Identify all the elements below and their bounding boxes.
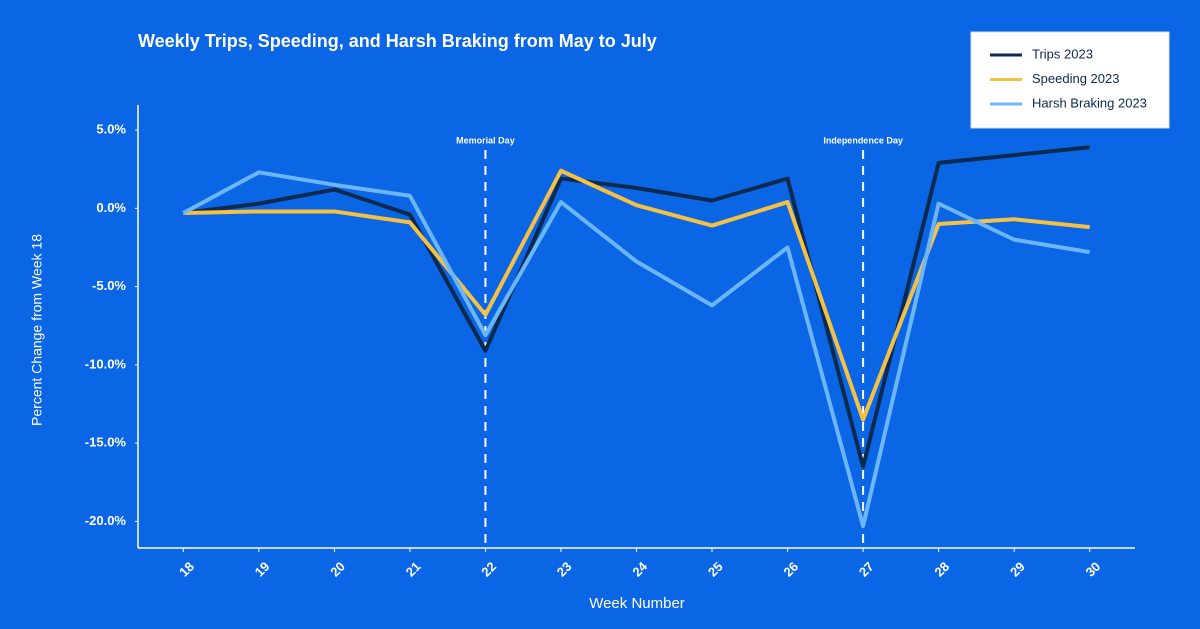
y-axis-label: Percent Change from Week 18 xyxy=(29,234,45,426)
chart-title: Weekly Trips, Speeding, and Harsh Brakin… xyxy=(138,31,657,51)
y-tick-label: 0.0% xyxy=(96,200,126,215)
y-tick-label: -20.0% xyxy=(85,513,127,528)
event-label: Independence Day xyxy=(823,135,903,145)
series-line xyxy=(182,170,1091,529)
series-line xyxy=(183,168,1090,422)
y-tick-label: 5.0% xyxy=(96,121,126,136)
event-label: Memorial Day xyxy=(456,135,515,145)
legend-label: Trips 2023 xyxy=(1032,46,1093,61)
x-axis-label: Week Number xyxy=(589,595,685,612)
series-line xyxy=(183,145,1090,469)
y-tick-label: -15.0% xyxy=(85,435,127,450)
legend-label: Speeding 2023 xyxy=(1032,71,1119,86)
y-tick-label: -5.0% xyxy=(92,278,126,293)
legend-label: Harsh Braking 2023 xyxy=(1032,95,1147,110)
y-tick-label: -10.0% xyxy=(85,356,127,371)
